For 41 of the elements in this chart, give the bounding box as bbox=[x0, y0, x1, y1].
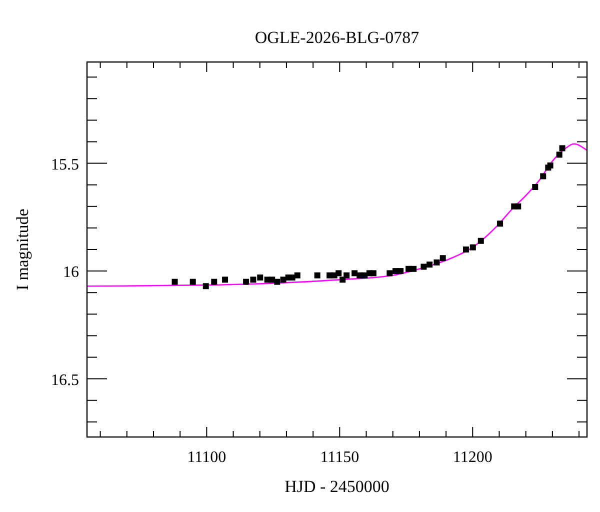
point bbox=[434, 259, 440, 266]
point bbox=[172, 278, 178, 285]
point bbox=[398, 268, 404, 274]
point bbox=[257, 274, 264, 281]
point bbox=[314, 272, 320, 278]
point bbox=[470, 244, 476, 250]
y-axis-title: I magnitude bbox=[13, 208, 32, 290]
point bbox=[515, 203, 522, 210]
point bbox=[440, 255, 446, 262]
point bbox=[420, 264, 427, 270]
point bbox=[410, 266, 417, 272]
x-tick-label: 11200 bbox=[452, 449, 492, 466]
point bbox=[547, 162, 554, 168]
point bbox=[559, 145, 566, 152]
y-tick-label: 16 bbox=[63, 264, 79, 282]
x-tick-label: 11150 bbox=[320, 449, 360, 466]
point bbox=[478, 238, 484, 244]
point bbox=[211, 278, 218, 285]
point bbox=[462, 246, 469, 252]
point bbox=[426, 262, 433, 268]
point bbox=[497, 220, 504, 227]
chart-title: OGLE-2026-BLG-0787 bbox=[254, 28, 420, 47]
point bbox=[352, 270, 358, 276]
point bbox=[540, 173, 546, 180]
point bbox=[386, 270, 393, 276]
point bbox=[243, 278, 250, 285]
point bbox=[556, 152, 562, 158]
y-tick-label: 15.5 bbox=[51, 156, 79, 174]
point bbox=[250, 276, 256, 283]
point bbox=[370, 270, 376, 276]
y-tick-label: 16.5 bbox=[51, 372, 79, 389]
point bbox=[336, 270, 342, 276]
point bbox=[202, 283, 209, 290]
point bbox=[274, 278, 280, 285]
point bbox=[222, 276, 228, 283]
x-axis-title: HJD - 2450000 bbox=[284, 477, 390, 496]
point bbox=[532, 184, 538, 190]
point bbox=[344, 272, 350, 278]
point bbox=[190, 278, 196, 285]
point bbox=[294, 272, 300, 278]
x-tick-label: 11100 bbox=[187, 449, 226, 466]
